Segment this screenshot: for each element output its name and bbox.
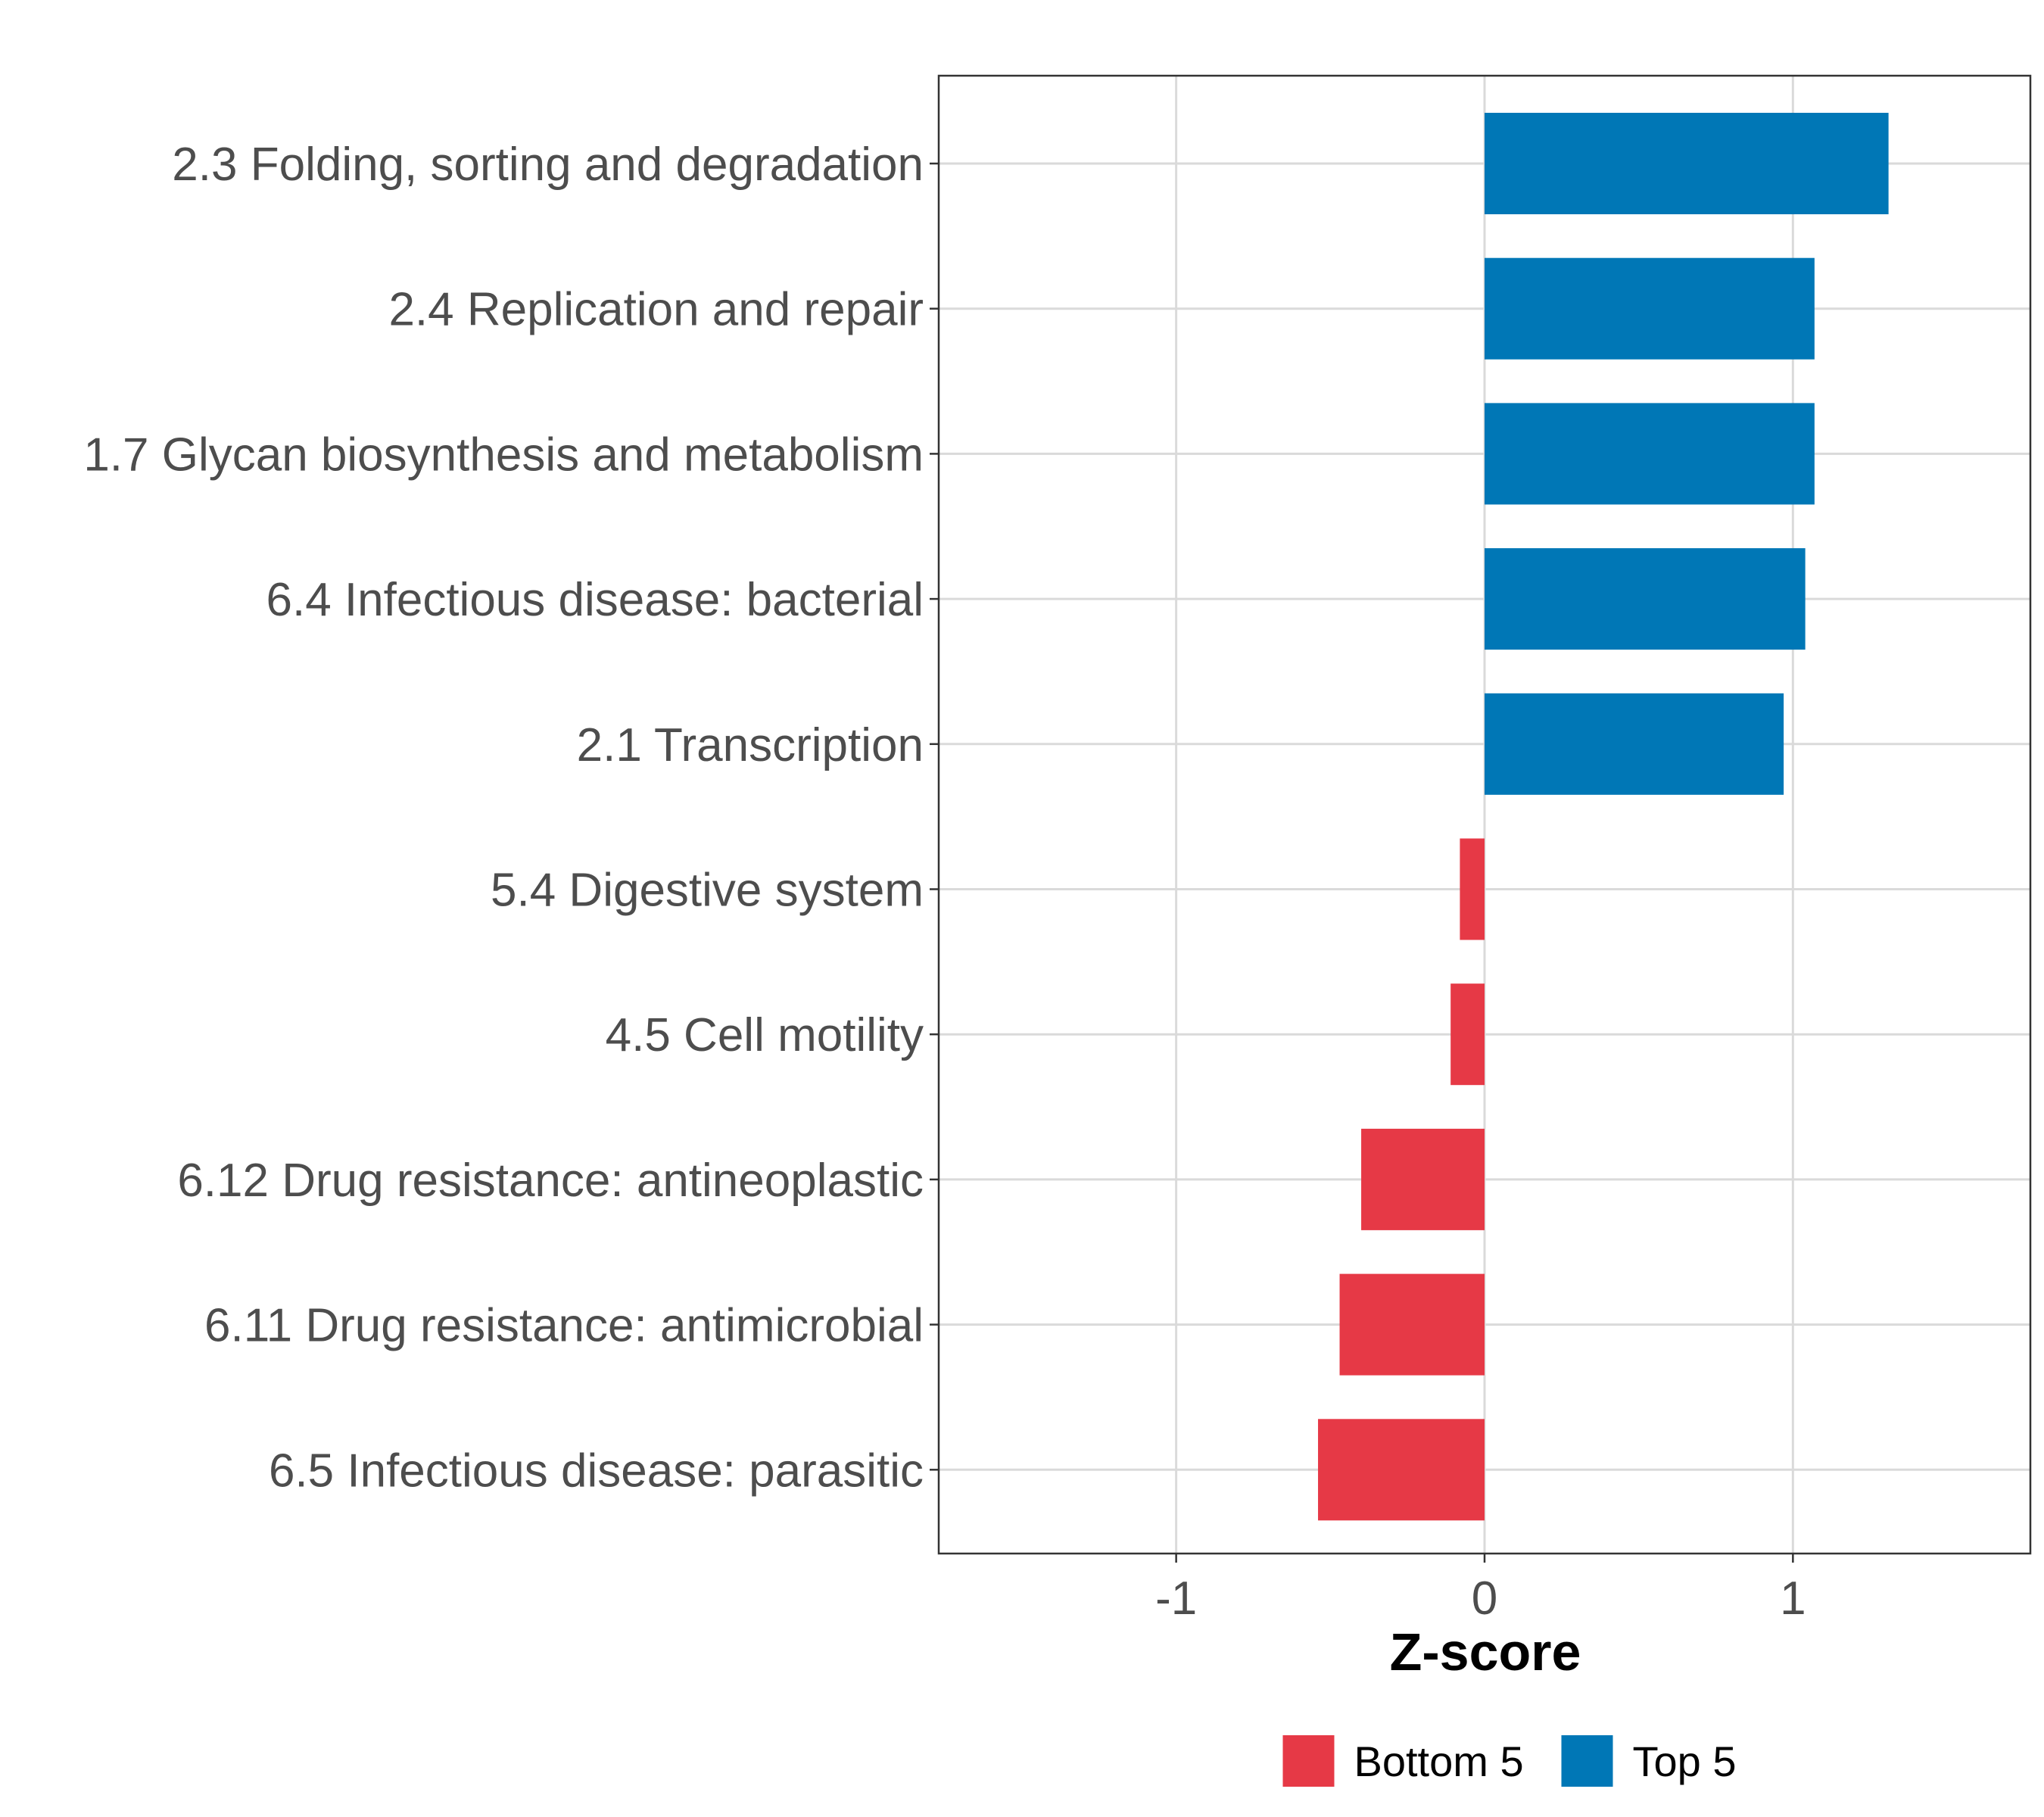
category-label: 5.4 Digestive system (491, 865, 924, 917)
category-label: 2.1 Transcription (577, 719, 924, 771)
legend-swatch (1282, 1735, 1335, 1787)
bar (1485, 257, 1815, 360)
category-label: 6.11 Drug resistance: antimicrobial (204, 1300, 924, 1352)
category-label: 1.7 Glycan biosynthesis and metabolism (83, 429, 924, 481)
category-label: 6.12 Drug resistance: antineoplastic (177, 1155, 924, 1207)
category-label: 2.4 Replication and repair (388, 284, 924, 336)
bar (1485, 548, 1806, 650)
x-tick-label: 0 (1472, 1572, 1497, 1625)
xtick-layer: -1 0 1 (1155, 1554, 1806, 1625)
legend-label: Bottom 5 (1354, 1738, 1524, 1785)
x-axis-title: Z-score (1390, 1622, 1581, 1681)
category-label: 6.5 Infectious disease: parasitic (269, 1445, 924, 1497)
bar-layer (1318, 113, 1889, 1521)
legend-label: Top 5 (1633, 1738, 1737, 1785)
bar (1485, 403, 1815, 505)
x-tick-label: -1 (1155, 1572, 1197, 1625)
bar (1318, 1419, 1485, 1521)
bar (1361, 1128, 1485, 1230)
x-tick-label: 1 (1780, 1572, 1806, 1625)
legend-swatch (1561, 1735, 1613, 1787)
category-label: 4.5 Cell motility (606, 1009, 924, 1061)
legend: Bottom 5 Top 5 (1282, 1735, 1737, 1787)
ytick-layer: 2.3 Folding, sorting and degradation 2.4 … (83, 139, 939, 1497)
bar (1450, 983, 1485, 1086)
category-label: 6.4 Infectious disease: bacterial (266, 574, 924, 626)
bar (1339, 1273, 1485, 1376)
bar (1485, 113, 1889, 214)
category-label: 2.3 Folding, sorting and degradation (172, 139, 924, 191)
bar (1460, 838, 1485, 940)
bar (1485, 693, 1784, 795)
